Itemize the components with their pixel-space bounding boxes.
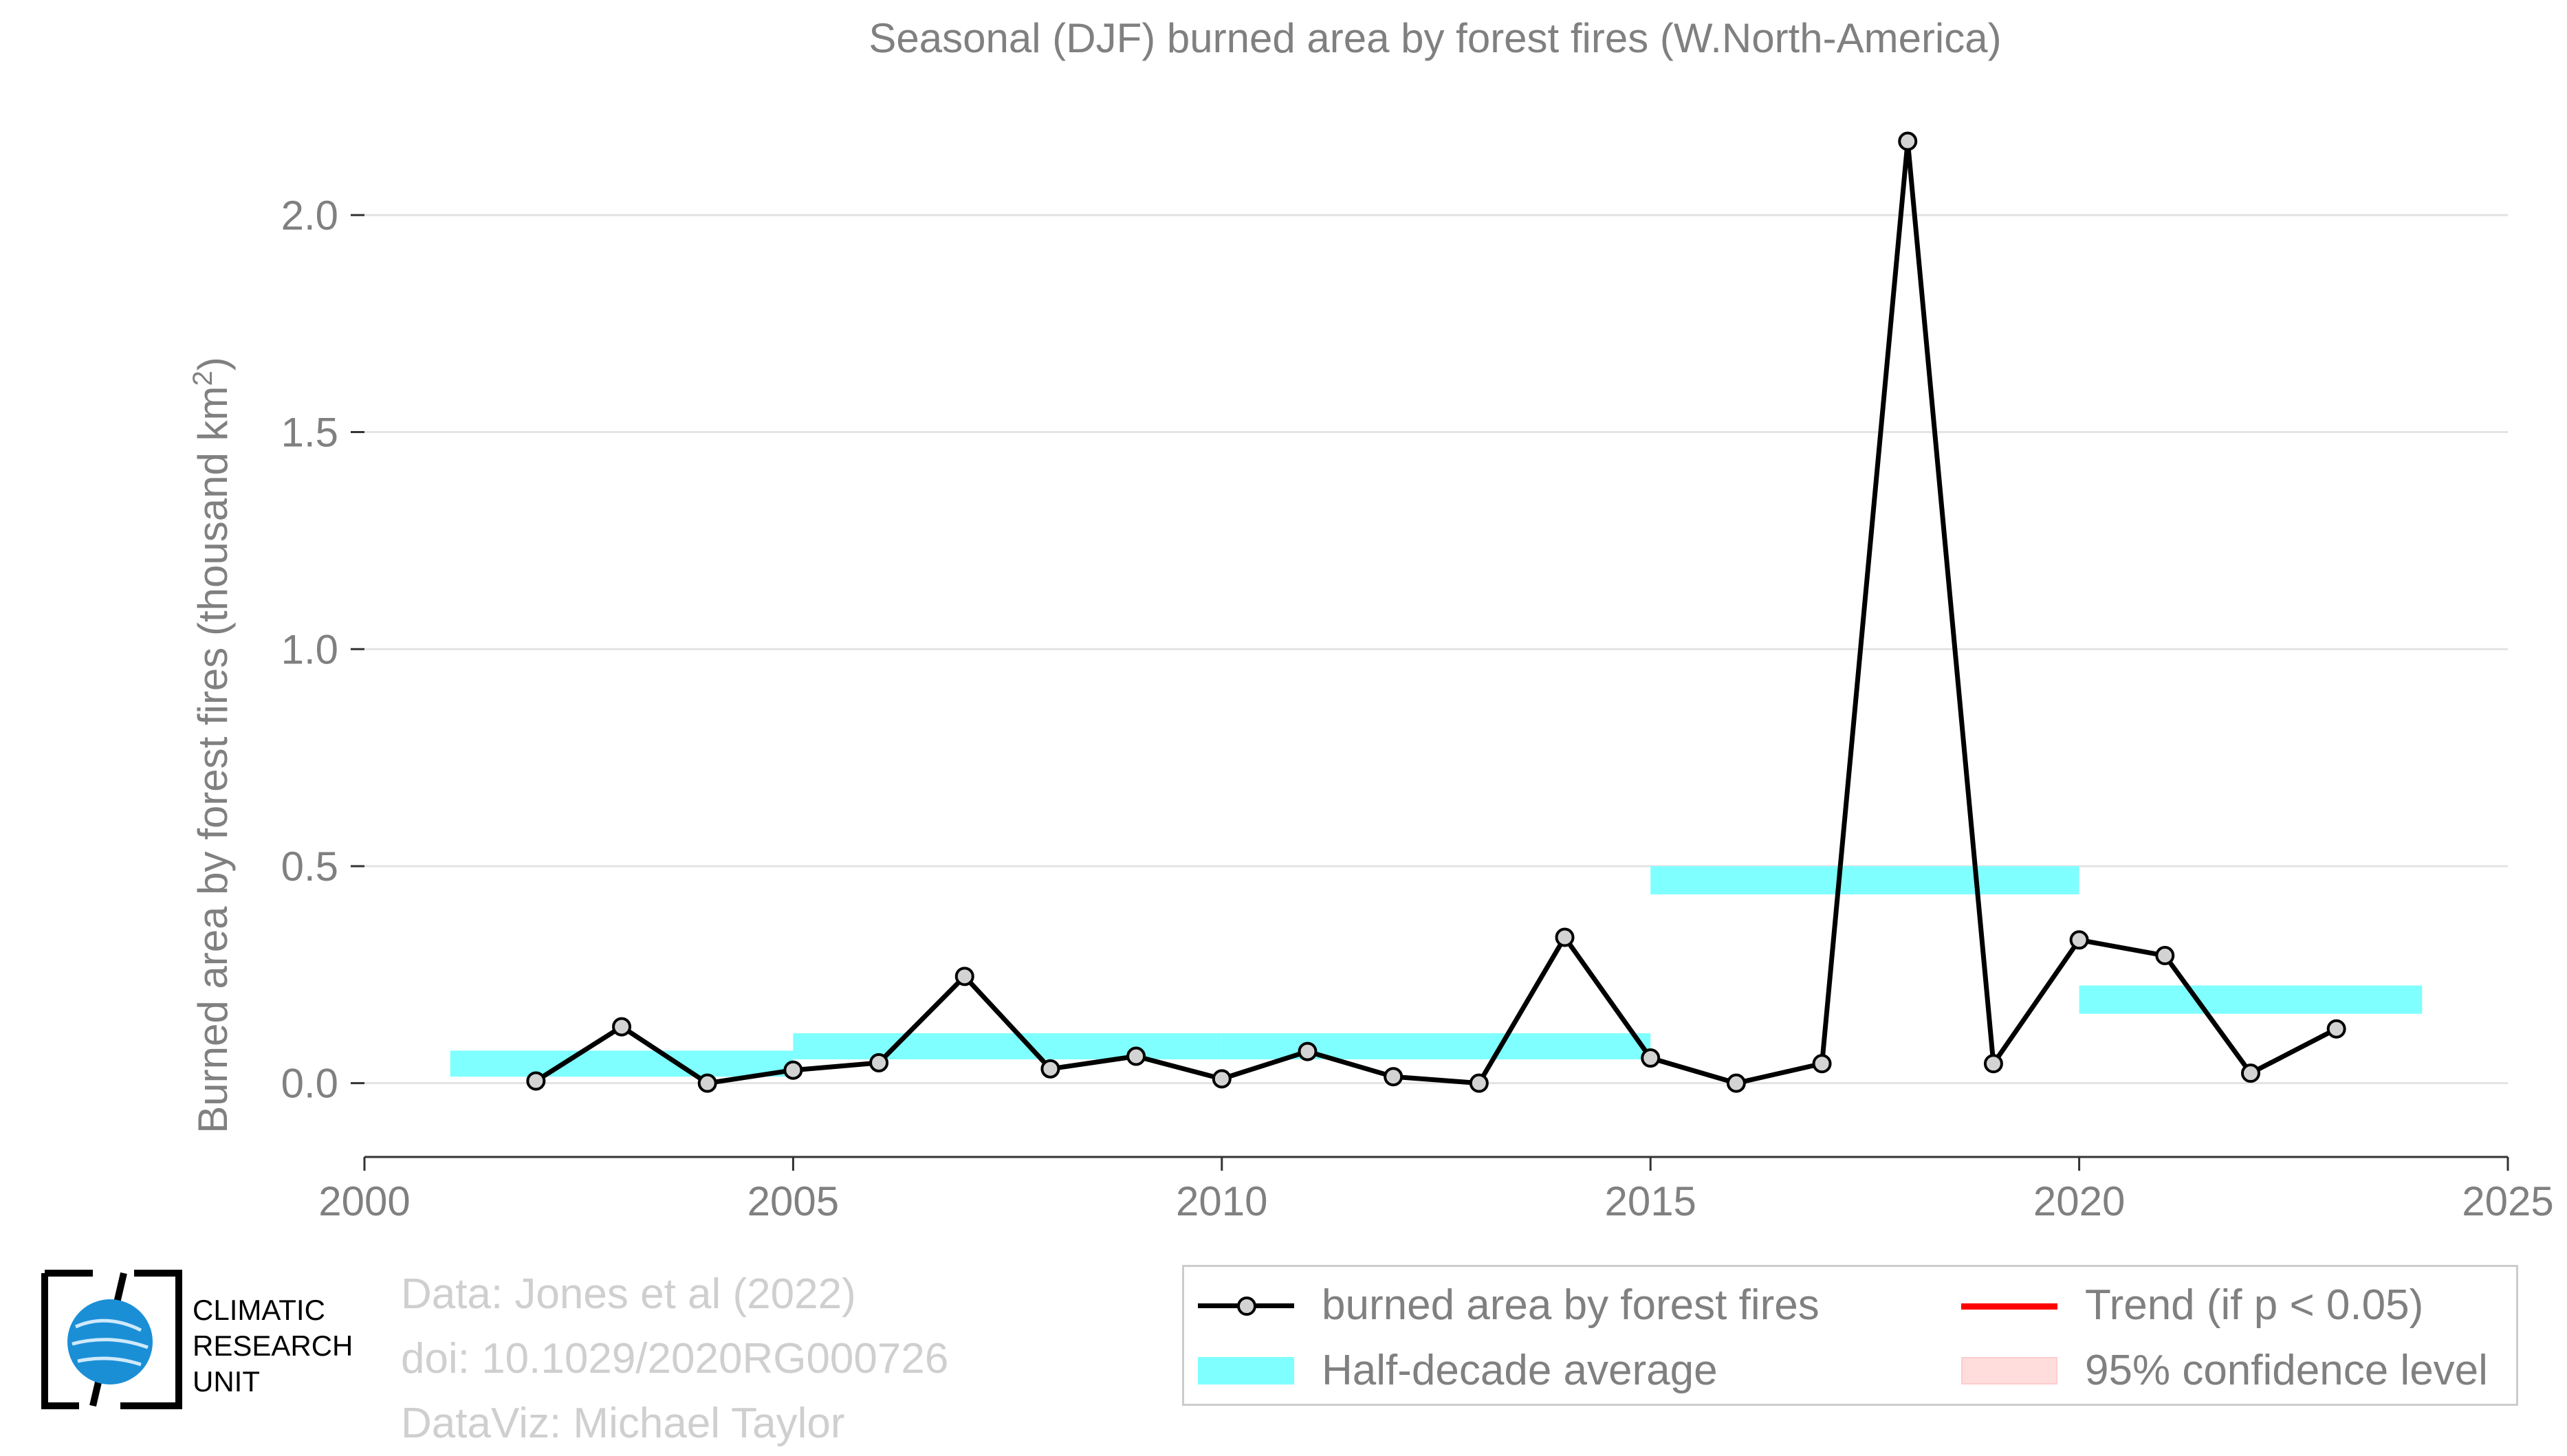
legend-label-half-decade: Half-decade average <box>1322 1347 1718 1394</box>
legend-key-confidence <box>1961 1350 2057 1391</box>
half-decade-bars <box>450 865 2423 1077</box>
legend: burned area by forest fires Trend (if p … <box>1182 1265 2518 1406</box>
series-line <box>534 139 2338 1086</box>
half-decade-bar <box>1221 1033 1651 1059</box>
gridlines: 0.0 0.5 1.0 1.5 2.0 <box>281 192 2508 1107</box>
legend-label-series: burned area by forest fires <box>1322 1281 1820 1329</box>
legend-key-trend-line <box>1961 1285 2057 1326</box>
legend-key-line-marker <box>1198 1285 1294 1326</box>
data-point <box>2069 930 2089 950</box>
data-point <box>526 1071 546 1091</box>
legend-key-half-decade <box>1198 1350 1294 1391</box>
data-point <box>783 1060 803 1080</box>
x-tick-label: 2000 <box>318 1178 410 1224</box>
y-tick-label: 0.5 <box>281 843 338 890</box>
y-tick-label: 1.5 <box>281 410 338 456</box>
x-tick-label: 2025 <box>2462 1178 2553 1224</box>
data-point <box>1641 1048 1661 1068</box>
logo-text-line1: CLIMATIC <box>193 1294 325 1326</box>
x-tick-label: 2015 <box>1604 1178 1696 1224</box>
data-point <box>1040 1059 1060 1079</box>
chart-title: Seasonal (DJF) burned area by forest fir… <box>869 15 2001 61</box>
y-tick-label: 1.0 <box>281 626 338 672</box>
data-point <box>1812 1054 1832 1074</box>
legend-label-confidence: 95% confidence level <box>2085 1347 2488 1394</box>
half-decade-bar <box>1650 865 2079 894</box>
legend-item-confidence: 95% confidence level <box>1961 1346 2488 1395</box>
logo-text-line2: RESEARCH <box>193 1330 353 1362</box>
half-decade-bar <box>2079 985 2423 1014</box>
half-decade-bar <box>793 1033 1222 1059</box>
logo-text-line3: UNIT <box>193 1365 260 1398</box>
data-point <box>1726 1073 1746 1093</box>
data-point <box>2155 946 2175 966</box>
credit-dataviz: DataViz: Michael Taylor <box>401 1400 845 1447</box>
data-point <box>1983 1054 2003 1074</box>
credit-doi: doi: 10.1029/2020RG000726 <box>401 1335 949 1382</box>
x-tick-label: 2010 <box>1176 1178 1267 1224</box>
data-credits: Data: Jones et al (2022) doi: 10.1029/20… <box>401 1262 948 1456</box>
y-tick-label: 0.0 <box>281 1061 338 1107</box>
data-point <box>954 967 974 986</box>
data-point <box>697 1073 717 1093</box>
y-axis-label: Burned area by forest fires (thousand km… <box>188 357 236 1133</box>
half-decade-bar <box>450 1050 794 1077</box>
legend-item-trend: Trend (if p < 0.05) <box>1961 1281 2423 1330</box>
data-point <box>2240 1063 2260 1083</box>
data-point <box>1384 1067 1403 1087</box>
series-group <box>526 131 2346 1093</box>
globe-icon <box>41 1270 182 1409</box>
cru-logo <box>38 1265 368 1416</box>
data-point <box>612 1017 632 1037</box>
credit-data-source: Data: Jones et al (2022) <box>401 1270 856 1318</box>
data-point <box>1898 131 1918 151</box>
x-tick-label: 2020 <box>2033 1178 2125 1224</box>
data-point <box>1555 927 1575 947</box>
chart: Seasonal (DJF) burned area by forest fir… <box>188 15 2554 1224</box>
data-point <box>1469 1073 1489 1093</box>
legend-item-half-decade: Half-decade average <box>1198 1346 1718 1395</box>
cru-logo-text: CLIMATIC RESEARCH UNIT <box>193 1292 353 1400</box>
data-point <box>2326 1019 2346 1039</box>
x-tick-label: 2005 <box>747 1178 839 1224</box>
data-point <box>1126 1046 1146 1066</box>
data-point <box>1298 1041 1318 1061</box>
data-point <box>1212 1069 1232 1089</box>
legend-item-series: burned area by forest fires <box>1198 1281 1820 1330</box>
y-tick-label: 2.0 <box>281 192 338 239</box>
legend-label-trend: Trend (if p < 0.05) <box>2085 1281 2424 1329</box>
data-point <box>869 1052 889 1072</box>
axes: 2000 2005 2010 2015 2020 2025 <box>318 1156 2554 1224</box>
